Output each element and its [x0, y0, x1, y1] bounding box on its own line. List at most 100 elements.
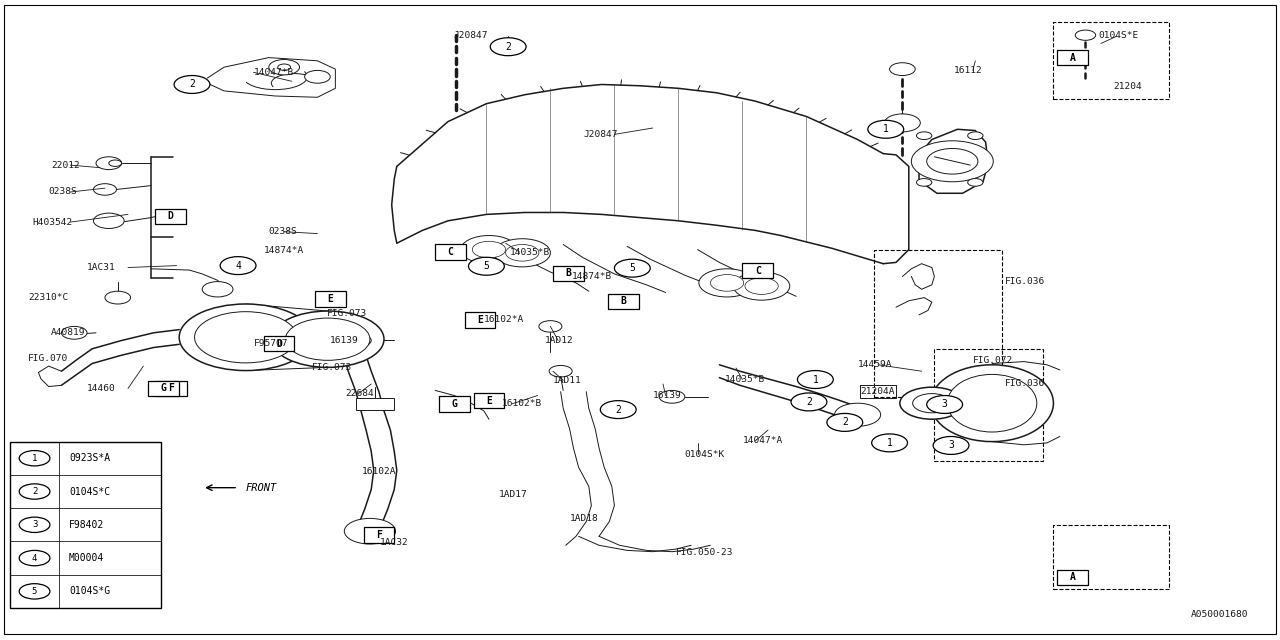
Text: F95707: F95707 [253, 339, 288, 348]
Polygon shape [919, 129, 988, 193]
Circle shape [911, 141, 993, 182]
FancyBboxPatch shape [1057, 570, 1088, 585]
Text: FIG.073: FIG.073 [312, 363, 352, 372]
Circle shape [61, 326, 87, 339]
FancyBboxPatch shape [148, 381, 179, 396]
Text: F: F [169, 383, 174, 394]
Circle shape [19, 550, 50, 566]
Text: 1AC32: 1AC32 [380, 538, 408, 547]
Text: 5: 5 [32, 587, 37, 596]
Circle shape [93, 213, 124, 228]
Circle shape [797, 371, 833, 388]
Text: 16139: 16139 [330, 336, 358, 345]
Text: 1: 1 [813, 374, 818, 385]
Text: 22012: 22012 [51, 161, 79, 170]
Text: A: A [1070, 52, 1075, 63]
Circle shape [872, 434, 908, 452]
Text: 1: 1 [887, 438, 892, 448]
FancyBboxPatch shape [364, 527, 394, 543]
FancyBboxPatch shape [10, 442, 161, 608]
Text: 2: 2 [32, 487, 37, 496]
Text: 14047*A: 14047*A [742, 436, 782, 445]
FancyBboxPatch shape [553, 266, 584, 281]
Circle shape [278, 64, 291, 70]
Circle shape [269, 60, 300, 75]
Text: F98402: F98402 [69, 520, 105, 530]
Circle shape [745, 278, 778, 294]
Circle shape [285, 318, 370, 360]
Circle shape [1075, 30, 1096, 40]
Circle shape [202, 282, 233, 297]
FancyBboxPatch shape [439, 396, 470, 412]
Circle shape [549, 365, 572, 377]
Text: 4: 4 [236, 260, 241, 271]
Circle shape [19, 484, 50, 499]
Text: 16102*B: 16102*B [502, 399, 541, 408]
Text: 14460: 14460 [87, 384, 115, 393]
Circle shape [539, 321, 562, 332]
Circle shape [884, 114, 920, 132]
Circle shape [733, 272, 790, 300]
Circle shape [109, 160, 122, 166]
Text: 0104S*K: 0104S*K [685, 450, 724, 459]
Circle shape [710, 275, 744, 291]
FancyBboxPatch shape [156, 381, 187, 396]
Circle shape [968, 132, 983, 140]
Text: D: D [276, 339, 282, 349]
Circle shape [19, 451, 50, 466]
Circle shape [900, 387, 964, 419]
Text: E: E [477, 315, 483, 325]
Text: E: E [328, 294, 333, 304]
Circle shape [913, 394, 951, 413]
FancyBboxPatch shape [465, 312, 495, 328]
Circle shape [19, 517, 50, 532]
Circle shape [968, 179, 983, 186]
Text: E: E [486, 396, 492, 406]
Text: FIG.050-23: FIG.050-23 [676, 548, 733, 557]
Text: 1: 1 [32, 454, 37, 463]
Text: B: B [621, 296, 626, 307]
Circle shape [659, 390, 685, 403]
Circle shape [494, 239, 550, 267]
Text: 1: 1 [883, 124, 888, 134]
Circle shape [305, 70, 330, 83]
Text: 14035*B: 14035*B [509, 248, 549, 257]
Circle shape [346, 334, 371, 347]
Text: 21204: 21204 [1114, 82, 1142, 91]
Text: 1AD11: 1AD11 [553, 376, 581, 385]
Text: J20847: J20847 [453, 31, 488, 40]
Text: G: G [452, 399, 457, 409]
Text: 16102*A: 16102*A [484, 316, 524, 324]
Text: 16102A: 16102A [362, 467, 397, 476]
Text: 2: 2 [842, 417, 847, 428]
FancyBboxPatch shape [435, 244, 466, 260]
Circle shape [600, 401, 636, 419]
Text: H403542: H403542 [32, 218, 72, 227]
Circle shape [927, 396, 963, 413]
FancyBboxPatch shape [155, 209, 186, 224]
Text: 16112: 16112 [954, 66, 982, 75]
Text: FIG.073: FIG.073 [326, 309, 366, 318]
Circle shape [506, 244, 539, 261]
Text: FIG.072: FIG.072 [973, 356, 1012, 365]
Text: 4: 4 [32, 554, 37, 563]
Text: 0104S*E: 0104S*E [1098, 31, 1138, 40]
Text: 0104S*G: 0104S*G [69, 586, 110, 596]
Circle shape [927, 148, 978, 174]
Text: 0104S*C: 0104S*C [69, 486, 110, 497]
Circle shape [490, 38, 526, 56]
Circle shape [791, 393, 827, 411]
Text: 3: 3 [942, 399, 947, 410]
Circle shape [105, 291, 131, 304]
Text: D: D [168, 211, 173, 221]
Circle shape [890, 63, 915, 76]
Circle shape [614, 259, 650, 277]
FancyBboxPatch shape [1057, 50, 1088, 65]
Text: M00004: M00004 [69, 553, 105, 563]
Circle shape [179, 304, 312, 371]
Text: 1AD12: 1AD12 [545, 336, 573, 345]
Text: B: B [566, 268, 571, 278]
Text: C: C [448, 247, 453, 257]
Ellipse shape [931, 365, 1053, 442]
Circle shape [916, 132, 932, 140]
